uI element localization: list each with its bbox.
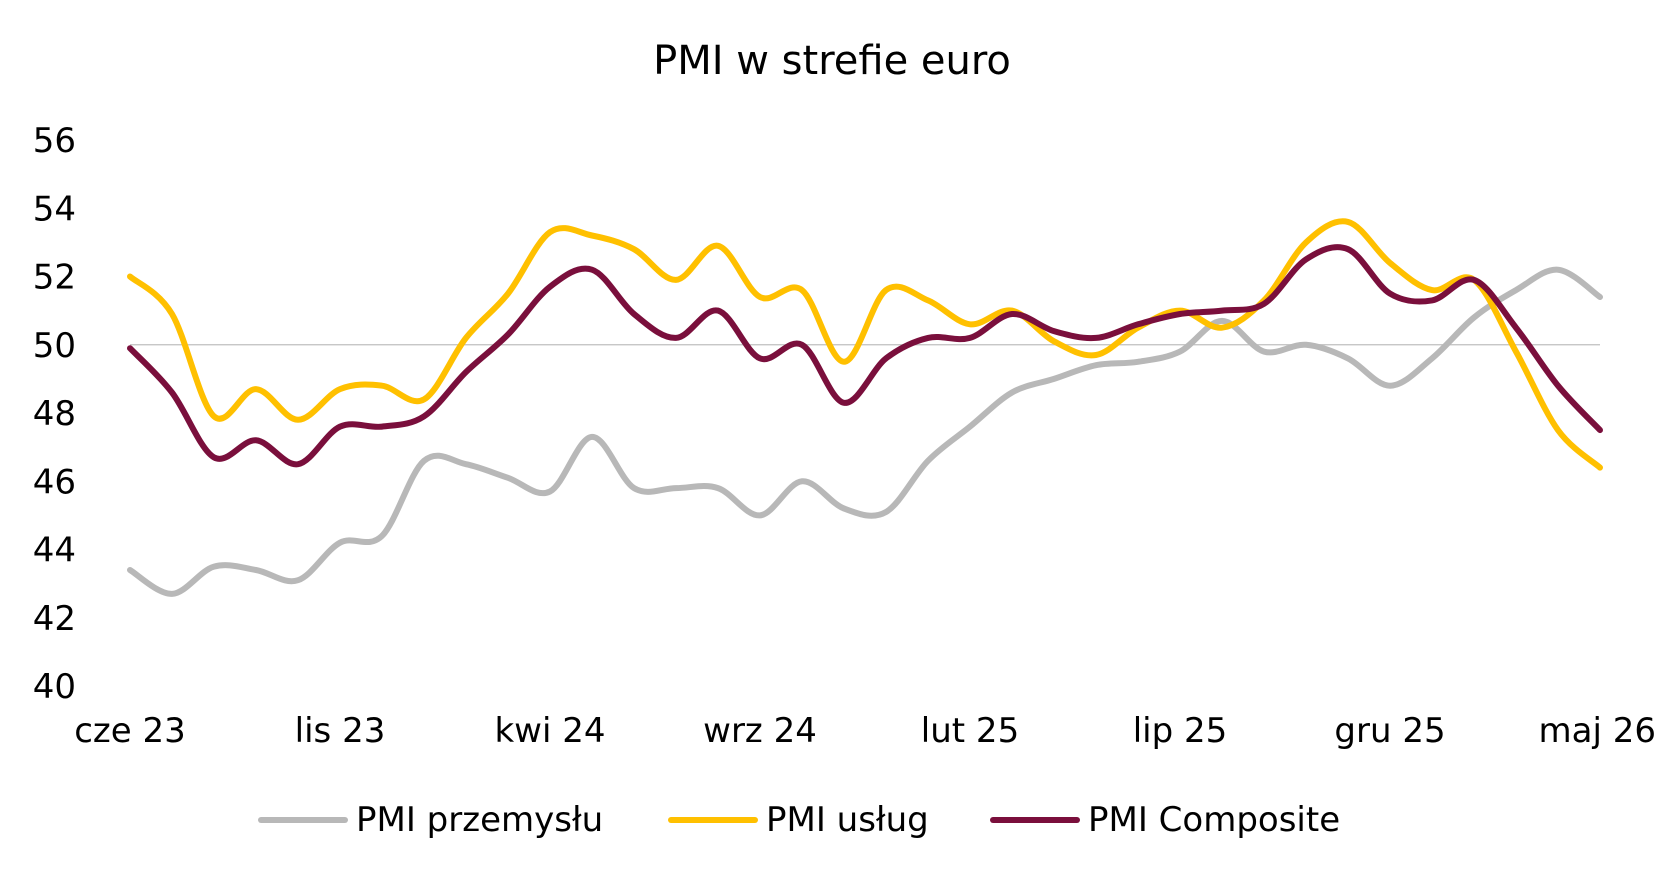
x-tick-label: kwi 24 — [494, 711, 605, 751]
y-tick-label: 48 — [33, 394, 76, 434]
x-tick-label: lis 23 — [295, 711, 386, 751]
legend-swatch — [668, 817, 758, 823]
legend-label: PMI usług — [766, 800, 929, 840]
chart-legend: PMI przemysłu PMI usług PMI Composite — [0, 790, 1664, 850]
legend-label: PMI Composite — [1088, 800, 1341, 840]
x-tick-label: cze 23 — [74, 711, 186, 751]
x-tick-label: lut 25 — [921, 711, 1019, 751]
legend-item: PMI Composite — [990, 790, 1340, 850]
x-tick-label: maj 26 — [1539, 711, 1656, 751]
legend-item: PMI usług — [668, 790, 929, 850]
series-line-pmi-us-ug — [127, 218, 1603, 471]
chart-title: PMI w strefie euro — [653, 38, 1011, 84]
series-line-pmi-composite — [127, 244, 1603, 468]
x-tick-label: wrz 24 — [703, 711, 817, 751]
y-tick-label: 56 — [33, 121, 76, 161]
x-tick-label: gru 25 — [1334, 711, 1445, 751]
y-tick-label: 54 — [33, 189, 76, 229]
y-tick-label: 42 — [33, 599, 76, 639]
legend-item: PMI przemysłu — [258, 790, 603, 850]
y-tick-label: 50 — [33, 326, 76, 366]
x-tick-label: lip 25 — [1133, 711, 1228, 751]
legend-swatch — [990, 817, 1080, 823]
series-line-pmi-przemys-u — [127, 266, 1603, 597]
y-tick-label: 44 — [33, 531, 76, 571]
y-tick-label: 40 — [33, 667, 76, 707]
legend-label: PMI przemysłu — [356, 800, 604, 840]
y-tick-label: 46 — [33, 462, 76, 502]
legend-swatch — [258, 817, 348, 823]
y-tick-label: 52 — [33, 258, 76, 298]
